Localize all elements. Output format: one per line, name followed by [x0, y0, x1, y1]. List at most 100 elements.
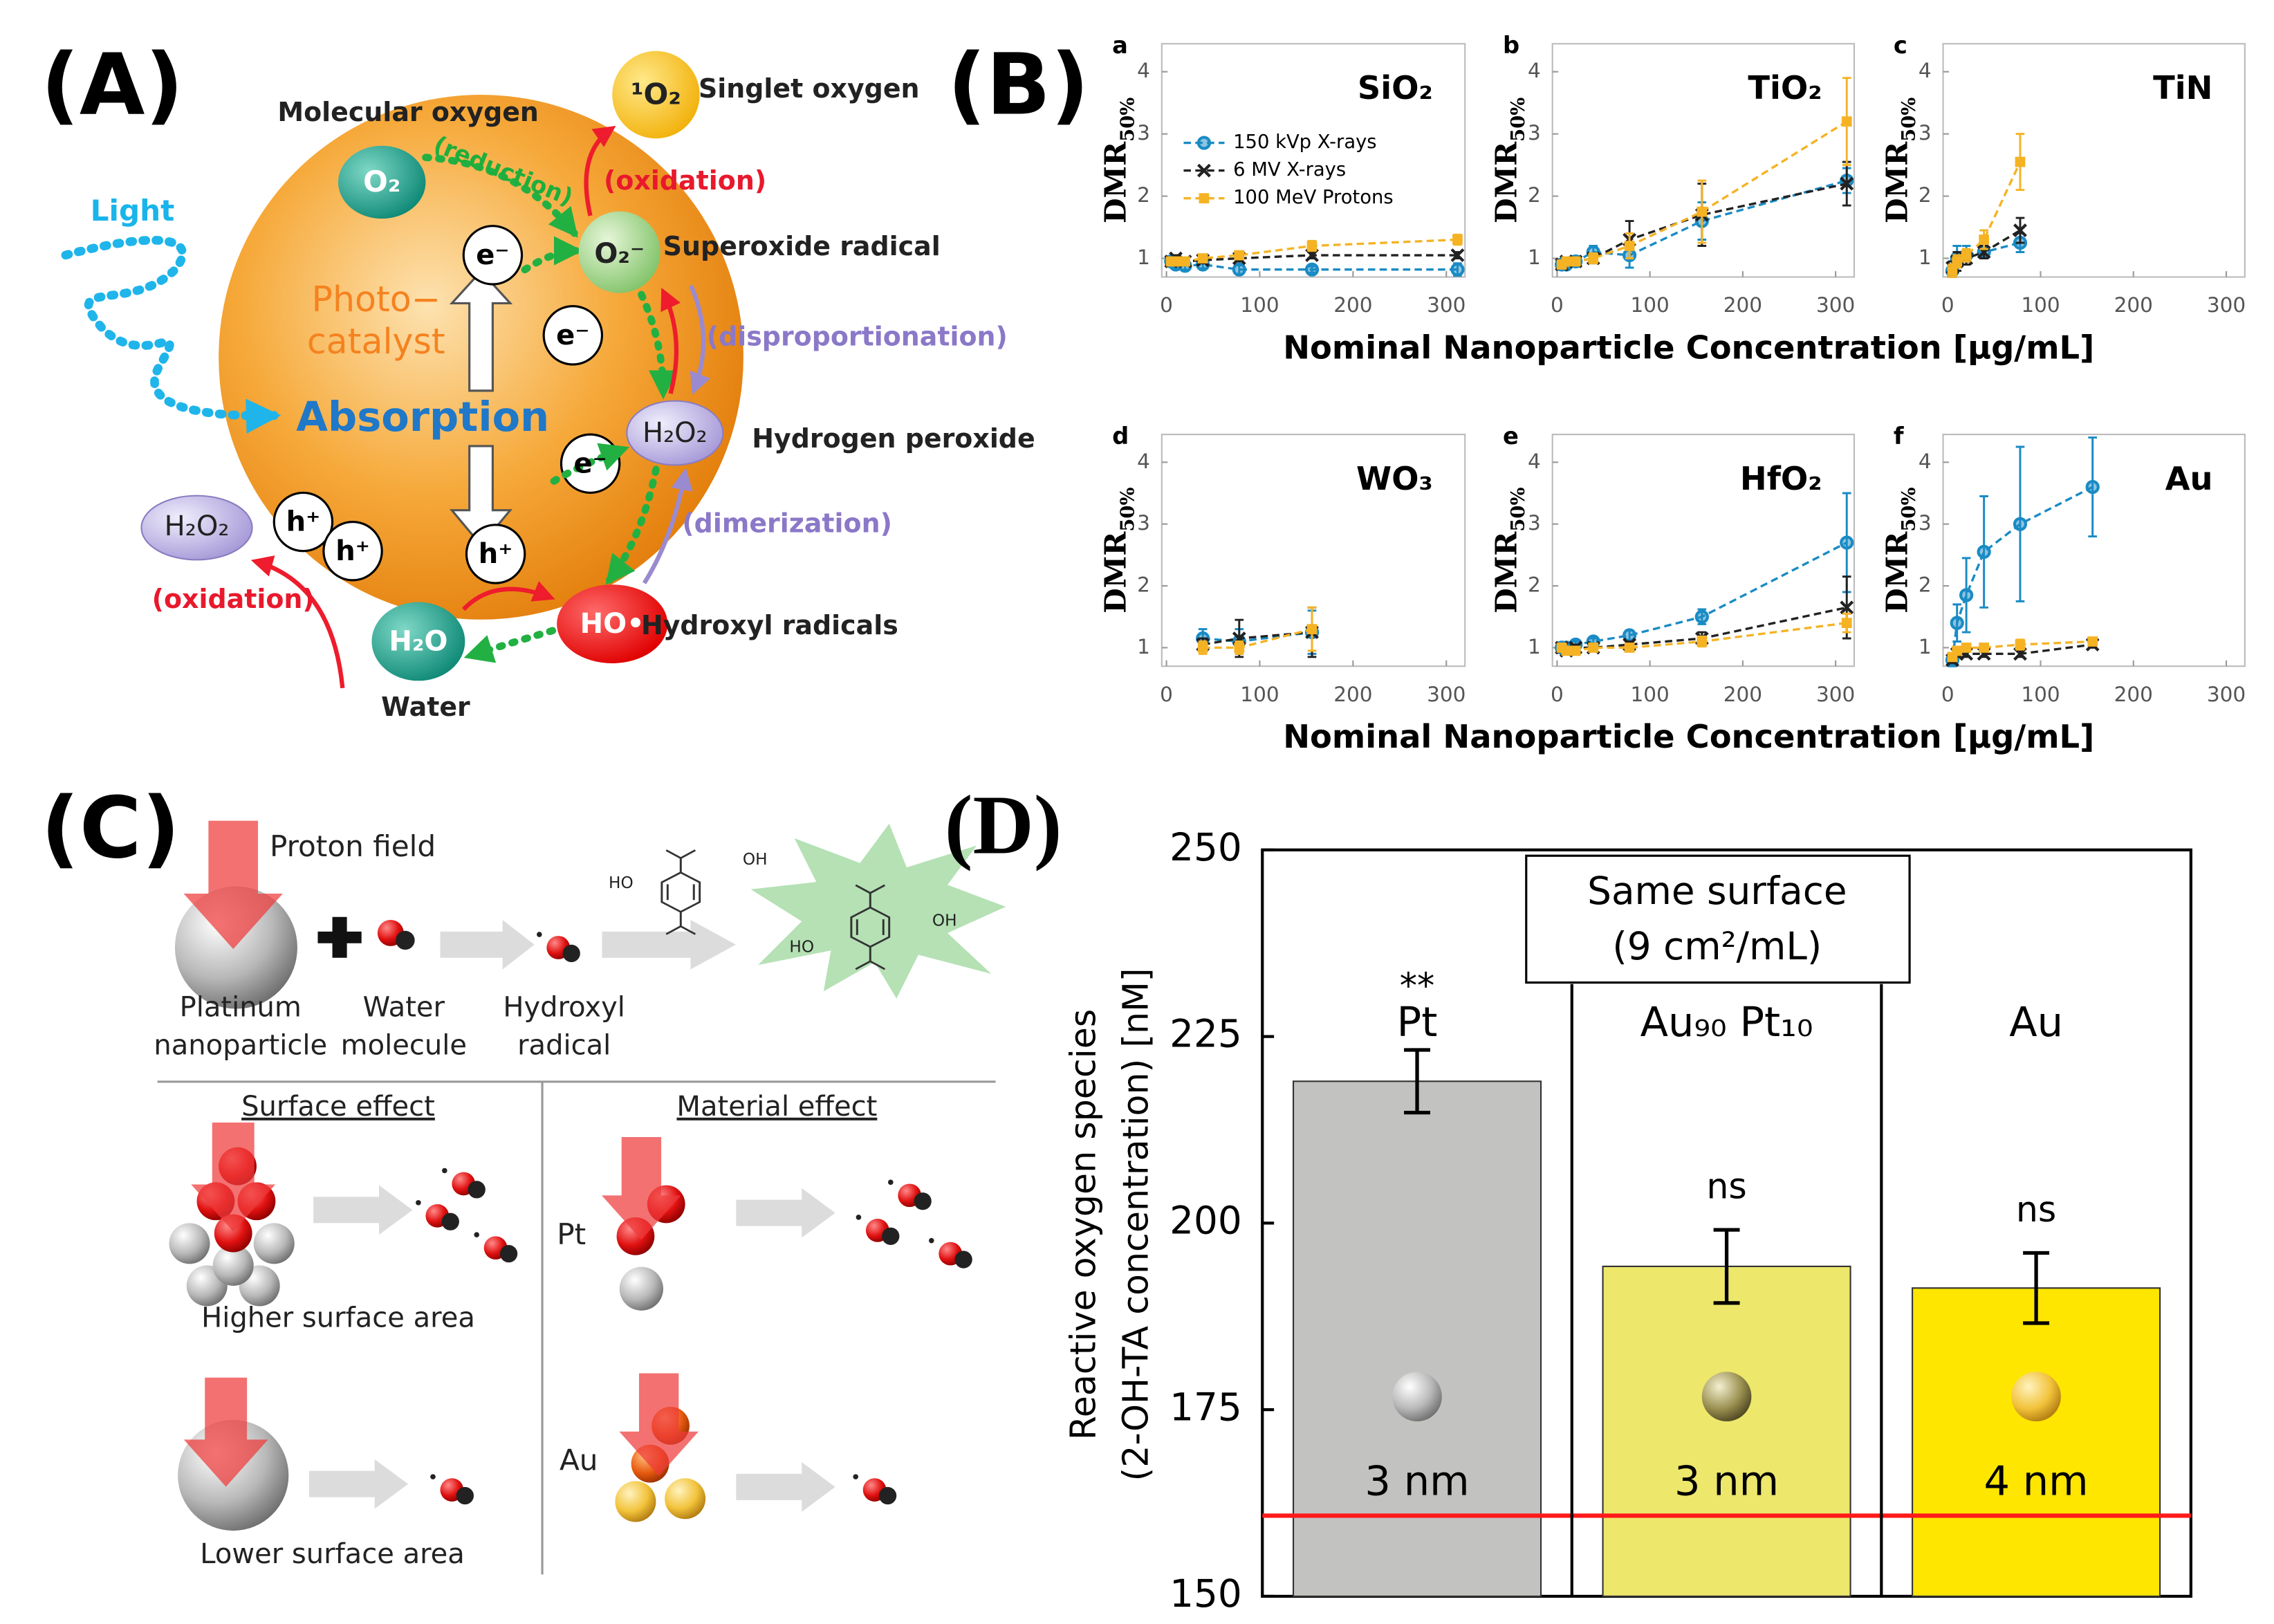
panel-letter: c: [1894, 32, 1907, 59]
diagram-label: (oxidation): [604, 165, 766, 196]
diagram-label: Singlet oxygen: [699, 73, 920, 104]
y-tick-label: 200: [1170, 1198, 1242, 1242]
marker: [1306, 624, 1318, 634]
diagram-label: Hydroxyl radicals: [641, 610, 898, 640]
marker: [1232, 262, 1246, 277]
diagram-label: HO•: [580, 608, 645, 640]
y-axis-label-main: DMR: [1488, 141, 1523, 223]
marker: [1570, 645, 1581, 656]
diagram-label: Material effect: [676, 1091, 877, 1123]
diagram-label: O₂⁻: [594, 238, 645, 270]
up-arrow: [449, 269, 513, 392]
marker: [1961, 250, 1972, 261]
x-tick-label: 100: [2021, 683, 2060, 706]
y-tick-label: 1: [1528, 246, 1541, 269]
diagram-label: catalyst: [307, 321, 445, 362]
y-tick-label: 3: [1137, 511, 1150, 535]
marker: [1979, 234, 1989, 245]
y-tick-label: 1: [1137, 246, 1150, 269]
diagram-label: Proton field: [270, 829, 436, 863]
marker: [1952, 645, 1963, 656]
y-axis-label-main: DMR: [1879, 141, 1914, 223]
x-tick-label: 200: [1723, 683, 1762, 706]
panel-letter: d: [1112, 423, 1129, 450]
annotation-text: Same surface: [1587, 869, 1847, 913]
o2-molecule: [338, 145, 426, 219]
x-tick-label: 100: [1240, 683, 1279, 706]
plot-frame: [1161, 43, 1466, 278]
legend-marker: [1197, 163, 1211, 178]
marker: [1452, 234, 1463, 245]
annotation-box: [1525, 854, 1911, 984]
marker: [1234, 643, 1245, 653]
diagram-label: HO: [609, 874, 634, 892]
y-tick-label: 2: [1528, 183, 1541, 207]
diagram-label: Water: [381, 692, 470, 722]
plot-frame: [1551, 434, 1856, 667]
significance-label: **: [1400, 966, 1435, 1006]
diagram-label: Molecular oxygen: [277, 97, 539, 127]
legend-label: 100 MeV Protons: [1233, 187, 1394, 208]
panel-title: TiO₂: [1748, 69, 1822, 107]
particle-icon: [2011, 1372, 2061, 1422]
marker: [2087, 636, 2098, 647]
x-tick-label: 300: [1816, 683, 1855, 706]
y-axis-label: DMR50%: [1098, 98, 1138, 223]
legend-marker: [1199, 193, 1210, 204]
marker: [1570, 256, 1581, 267]
diagram-label: molecule: [341, 1029, 467, 1061]
marker: [1977, 544, 1991, 560]
legend-marker: [1196, 136, 1212, 150]
y-tick-label: 1: [1919, 246, 1932, 269]
legend-label: 150 kVp X-rays: [1233, 131, 1377, 153]
singlet-oxygen: [612, 50, 700, 139]
category-label: Au₉₀ Pt₁₀: [1640, 998, 1813, 1046]
diagram-label: ¹O₂: [631, 77, 681, 111]
series-line: [1951, 241, 2021, 272]
marker: [1950, 616, 1964, 630]
diagram-label: (oxidation): [152, 584, 315, 614]
panel-letter: a: [1112, 32, 1128, 59]
marker: [1450, 248, 1465, 262]
marker: [1197, 253, 1208, 264]
diagram-label: Hydroxyl: [503, 992, 625, 1024]
y-axis-label-main: DMR: [1098, 531, 1133, 613]
x-axis-label: Nominal Nanoparticle Concentration [μg/m…: [1283, 718, 2094, 755]
diagram-label: (B): [948, 35, 1089, 133]
y-tick-label: 3: [1137, 121, 1150, 145]
marker: [1180, 256, 1190, 267]
x-tick-label: 300: [2207, 683, 2246, 706]
x-tick-label: 0: [1160, 293, 1173, 317]
y-axis-label: DMR50%: [1488, 98, 1528, 223]
y-tick-label: 1: [1137, 635, 1150, 658]
diagram-label: O₂: [363, 165, 400, 199]
y-tick-label: 2: [1137, 183, 1150, 207]
category-label: Au: [2009, 998, 2063, 1046]
y-axis-label: (2-OH-TA concentration) [nM]: [1116, 968, 1156, 1482]
y-axis-label-subscript: 50%: [1116, 487, 1138, 531]
diagram-label: H₂O: [389, 626, 447, 658]
y-tick-label: 2: [1137, 573, 1150, 597]
y-tick-label: 150: [1170, 1571, 1242, 1616]
y-axis-label-subscript: 50%: [1898, 487, 1920, 531]
bar-label: 3 nm: [1365, 1457, 1469, 1505]
marker: [2015, 639, 2026, 650]
diagram-label: OH: [932, 912, 957, 930]
x-tick-label: 300: [2207, 293, 2246, 317]
diagram-label: Absorption: [296, 393, 549, 441]
diagram-label: Hydrogen peroxide: [752, 423, 1035, 454]
y-tick-label: 3: [1528, 121, 1541, 145]
y-tick-label: 4: [1137, 450, 1150, 473]
x-tick-label: 0: [1941, 683, 1954, 706]
particle-icon: [1701, 1372, 1752, 1422]
bar: [1602, 1265, 1851, 1597]
marker: [1624, 241, 1635, 251]
y-tick-label: 3: [1528, 511, 1541, 535]
panel-title: SiO₂: [1358, 69, 1433, 107]
diagram-label: (dimerization): [682, 508, 892, 538]
panel-label: (D): [945, 779, 1062, 872]
error-bar: [2023, 1251, 2050, 1325]
x-tick-label: 0: [1941, 293, 1954, 317]
panel-letter: e: [1503, 423, 1519, 450]
marker: [2085, 479, 2100, 495]
